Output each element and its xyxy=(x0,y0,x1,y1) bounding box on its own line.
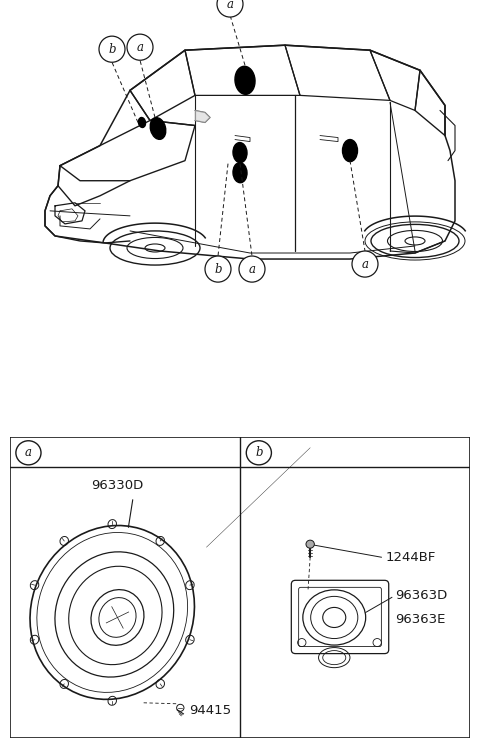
Polygon shape xyxy=(195,111,210,123)
Ellipse shape xyxy=(138,117,145,127)
Ellipse shape xyxy=(150,117,166,139)
Text: 96363D: 96363D xyxy=(395,590,447,602)
Circle shape xyxy=(246,441,271,465)
Text: a: a xyxy=(361,258,369,270)
Ellipse shape xyxy=(235,66,255,94)
Text: 96330D: 96330D xyxy=(91,479,144,492)
Text: b: b xyxy=(214,263,222,276)
Text: b: b xyxy=(108,43,116,56)
Ellipse shape xyxy=(233,142,247,163)
Text: a: a xyxy=(136,41,144,53)
Text: a: a xyxy=(249,263,255,276)
Circle shape xyxy=(16,441,41,465)
Text: a: a xyxy=(25,447,32,459)
Text: 1244BF: 1244BF xyxy=(385,550,436,564)
Ellipse shape xyxy=(233,163,247,183)
Text: 94415: 94415 xyxy=(189,704,231,718)
Ellipse shape xyxy=(343,139,358,162)
Circle shape xyxy=(205,256,231,282)
Circle shape xyxy=(306,540,314,548)
Circle shape xyxy=(99,36,125,62)
Circle shape xyxy=(239,256,265,282)
Text: a: a xyxy=(227,0,233,11)
Circle shape xyxy=(127,34,153,60)
Circle shape xyxy=(217,0,243,17)
Text: 96363E: 96363E xyxy=(395,614,445,626)
Circle shape xyxy=(352,251,378,277)
Text: b: b xyxy=(255,447,263,459)
